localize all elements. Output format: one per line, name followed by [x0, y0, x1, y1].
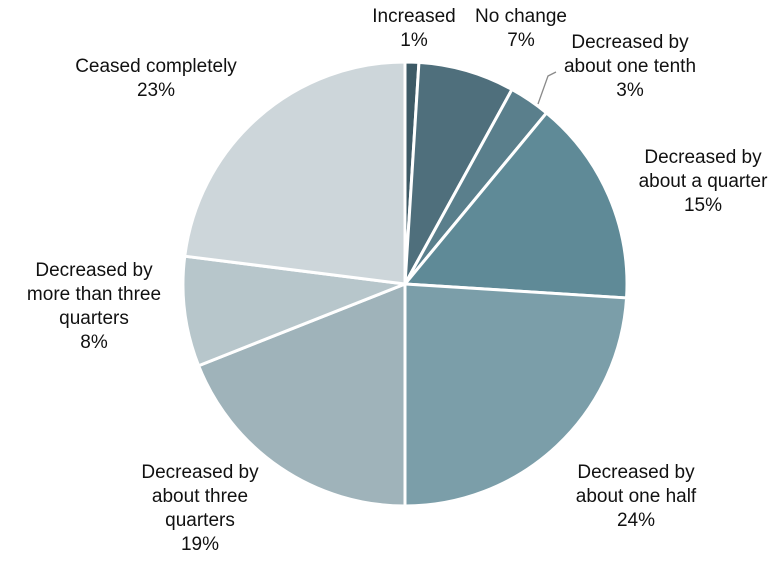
pie-slice-about-three-quarters: [197, 282, 407, 508]
slice-label-about-a-quarter: Decreased by about a quarter 15%: [639, 147, 769, 216]
slice-label-line: 8%: [80, 332, 108, 353]
slice-label-more-than-three-quarters: Decreased by more than three quarters 8%: [27, 260, 161, 353]
pie-slice-about-one-half: [403, 282, 629, 508]
slice-label-line: Decreased by: [35, 260, 153, 281]
slice-label-line: quarters: [165, 510, 235, 531]
slice-label-line: about one tenth: [564, 56, 696, 77]
slice-label-line: about a quarter: [639, 171, 769, 192]
pie-slice-about-a-quarter: [403, 111, 629, 300]
slice-label-line: Decreased by: [141, 462, 259, 483]
slice-label-line: Decreased by: [577, 462, 695, 483]
slice-label-line: Ceased completely: [75, 56, 237, 77]
slice-label-line: 7%: [507, 30, 535, 51]
slice-label-line: 24%: [617, 510, 655, 531]
slice-label-line: 15%: [684, 195, 722, 216]
slice-label-line: No change: [475, 6, 567, 27]
slice-label-about-one-half: Decreased by about one half 24%: [576, 462, 697, 531]
slice-label-no-change: No change 7%: [475, 6, 567, 51]
slice-label-about-three-quarters: Decreased by about three quarters 19%: [141, 462, 259, 555]
slice-label-line: about three: [152, 486, 248, 507]
slice-label-line: more than three: [27, 284, 161, 305]
slice-label-line: Decreased by: [571, 32, 689, 53]
slice-label-increased: Increased 1%: [372, 6, 455, 51]
slice-label-line: about one half: [576, 486, 697, 507]
slice-label-line: 19%: [181, 534, 219, 555]
slice-label-line: quarters: [59, 308, 129, 329]
pie-slice-more-than-three-quarters: [181, 254, 407, 368]
slice-label-ceased-completely: Ceased completely 23%: [75, 56, 237, 101]
leader-line: [537, 71, 557, 105]
slice-label-line: Decreased by: [644, 147, 762, 168]
slice-label-line: 3%: [616, 80, 644, 101]
slice-label-line: 1%: [400, 30, 428, 51]
pie-slice-ceased-completely: [183, 60, 407, 286]
slice-label-line: Increased: [372, 6, 455, 27]
slice-label-about-one-tenth: Decreased by about one tenth 3%: [564, 32, 696, 101]
slice-label-line: 23%: [137, 80, 175, 101]
